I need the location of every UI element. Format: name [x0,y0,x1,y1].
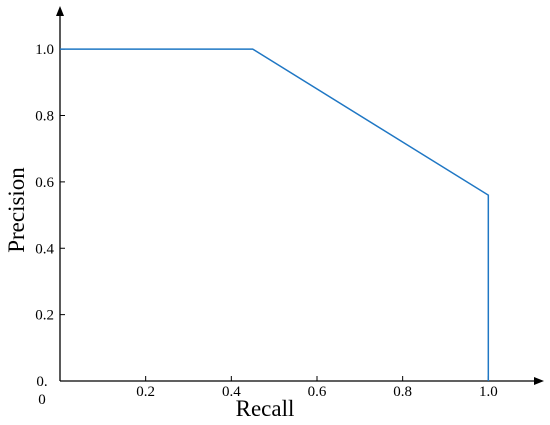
y-tick-label: 0.8 [35,109,54,125]
y-axis-arrow [56,6,64,16]
x-axis-arrow [534,377,544,385]
y-axis-title: Precision [4,167,29,253]
x-tick-label: 0.8 [393,384,412,400]
axis-ticks: 0.2 0.4 0.6 0.8 1.0 0.2 0.4 0.6 0.8 1.0 [35,42,497,400]
series-line [60,48,490,381]
y-tick-label: 0.2 [35,308,54,324]
y-tick-label: 0.6 [35,175,54,191]
origin-label-bottom: 0 [38,392,46,408]
series-layer [60,48,490,381]
x-axis-title: Recall [236,396,295,421]
x-tick-label: 0.2 [136,384,155,400]
y-tick-label: 1.0 [35,42,54,58]
x-tick-label: 0.4 [222,384,241,400]
x-tick-label: 1.0 [479,384,498,400]
x-tick-label: 0.6 [308,384,327,400]
origin-label-top: 0. [36,374,47,390]
y-tick-label: 0.4 [35,241,54,257]
